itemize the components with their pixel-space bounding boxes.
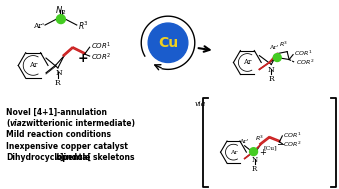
Text: −: − — [277, 140, 285, 150]
Text: via: via — [10, 119, 23, 128]
Text: R: R — [55, 79, 61, 87]
Text: Novel [4+1]-annulation: Novel [4+1]-annulation — [6, 108, 107, 117]
Circle shape — [56, 15, 65, 24]
Circle shape — [148, 23, 188, 63]
Text: $COR^1$: $COR^1$ — [283, 130, 302, 139]
Text: $COR^1$: $COR^1$ — [91, 41, 111, 52]
Text: +: + — [260, 148, 266, 157]
Text: Cu: Cu — [158, 36, 178, 50]
Text: $COR^2$: $COR^2$ — [91, 51, 111, 63]
Text: Inexpensive copper catalyst: Inexpensive copper catalyst — [6, 142, 128, 151]
Text: R: R — [252, 165, 257, 174]
Text: $R^3$: $R^3$ — [255, 133, 264, 143]
Text: Mild reaction conditions: Mild reaction conditions — [6, 130, 111, 139]
Text: $COR^1$: $COR^1$ — [294, 49, 313, 58]
Text: N: N — [268, 66, 275, 74]
Text: Ar': Ar' — [269, 45, 278, 50]
Text: N: N — [56, 69, 62, 77]
Text: Dihydrocyclopenta[: Dihydrocyclopenta[ — [6, 153, 91, 162]
Text: zwitterionic intermediate): zwitterionic intermediate) — [19, 119, 135, 128]
Text: $COR^2$: $COR^2$ — [283, 140, 302, 149]
Text: Ar: Ar — [230, 150, 237, 155]
Text: R: R — [268, 75, 274, 83]
Text: Ar: Ar — [243, 58, 252, 67]
Text: +: + — [77, 52, 88, 65]
Text: $R^3$: $R^3$ — [78, 20, 89, 32]
Text: $COR^2$: $COR^2$ — [296, 58, 315, 67]
Text: (: ( — [6, 119, 10, 128]
Text: via: via — [195, 100, 206, 108]
Text: [Cu]: [Cu] — [263, 145, 277, 150]
Text: Ar': Ar' — [239, 139, 248, 144]
Circle shape — [250, 148, 258, 156]
Text: $N_2$: $N_2$ — [55, 4, 66, 17]
Text: $R^3$: $R^3$ — [279, 39, 288, 49]
Text: Ar: Ar — [29, 61, 37, 69]
Circle shape — [273, 54, 281, 61]
Text: N: N — [252, 156, 258, 164]
Text: ]indole skeletons: ]indole skeletons — [60, 153, 134, 162]
Text: b: b — [56, 153, 61, 162]
Text: Ar': Ar' — [33, 22, 44, 30]
